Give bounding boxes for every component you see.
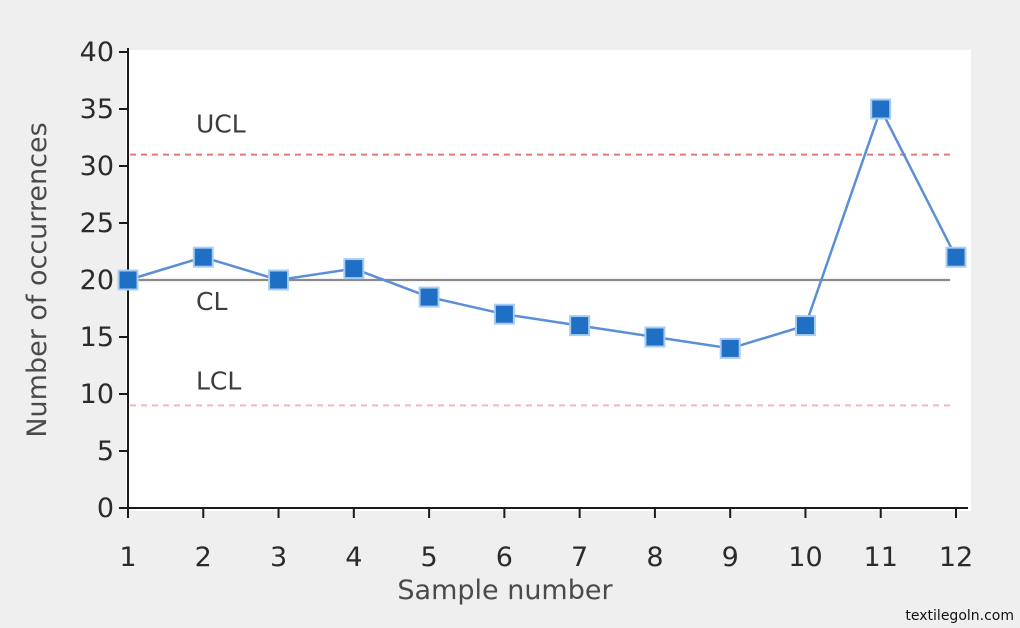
x-tick-label: 8 <box>646 542 663 573</box>
x-tick-label: 1 <box>119 542 136 573</box>
x-tick-label: 10 <box>788 542 822 573</box>
x-tick-label: 2 <box>195 542 212 573</box>
x-tick-label: 3 <box>270 542 287 573</box>
data-point <box>569 315 591 337</box>
y-tick-label: 5 <box>97 436 114 467</box>
y-tick-label: 35 <box>80 94 114 125</box>
x-tick-label: 9 <box>722 542 739 573</box>
y-tick-label: 20 <box>80 265 114 296</box>
x-tick-label: 5 <box>420 542 437 573</box>
x-tick-label: 4 <box>345 542 362 573</box>
y-tick-label: 40 <box>80 37 114 68</box>
series-line <box>127 105 958 350</box>
data-point <box>117 269 139 291</box>
lcl-label: LCL <box>196 366 241 395</box>
x-tick-label: 7 <box>571 542 588 573</box>
x-axis-title: Sample number <box>397 575 613 606</box>
x-tick-label: 11 <box>864 542 898 573</box>
data-point <box>945 246 967 268</box>
data-point <box>418 286 440 308</box>
y-tick-label: 0 <box>97 493 114 524</box>
y-tick-label: 15 <box>80 322 114 353</box>
y-tick-label: 30 <box>80 151 114 182</box>
y-tick-label: 10 <box>80 379 114 410</box>
data-point <box>719 337 741 359</box>
cl-label: CL <box>196 287 227 316</box>
data-point <box>343 258 365 280</box>
data-point <box>870 98 892 120</box>
data-point <box>268 269 290 291</box>
ucl-label: UCL <box>196 110 246 139</box>
data-point <box>192 246 214 268</box>
data-point <box>644 326 666 348</box>
watermark-text: textilegoln.com <box>905 608 1014 624</box>
y-tick-label: 25 <box>80 208 114 239</box>
series-layer <box>117 98 967 359</box>
reference-lines: UCL CL LCL <box>130 110 950 407</box>
data-point <box>493 303 515 325</box>
x-tick-label: 6 <box>496 542 513 573</box>
y-axis-title: Number of occurrences <box>22 122 53 437</box>
data-point <box>794 315 816 337</box>
x-tick-label: 12 <box>939 542 973 573</box>
